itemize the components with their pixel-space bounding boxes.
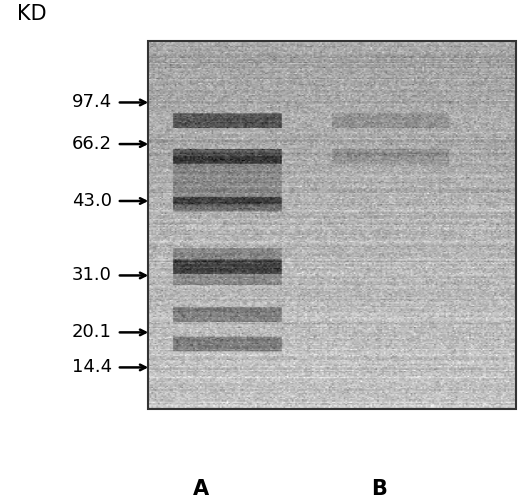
Text: B: B: [372, 479, 388, 496]
Text: 20.1: 20.1: [72, 323, 112, 341]
Text: 31.0: 31.0: [72, 266, 112, 284]
Text: KD: KD: [17, 3, 47, 24]
Text: A: A: [193, 479, 209, 496]
Text: 66.2: 66.2: [72, 135, 112, 153]
Text: 14.4: 14.4: [72, 359, 112, 376]
Bar: [148, 41, 516, 409]
Text: 97.4: 97.4: [71, 93, 112, 112]
Text: 43.0: 43.0: [72, 192, 112, 210]
